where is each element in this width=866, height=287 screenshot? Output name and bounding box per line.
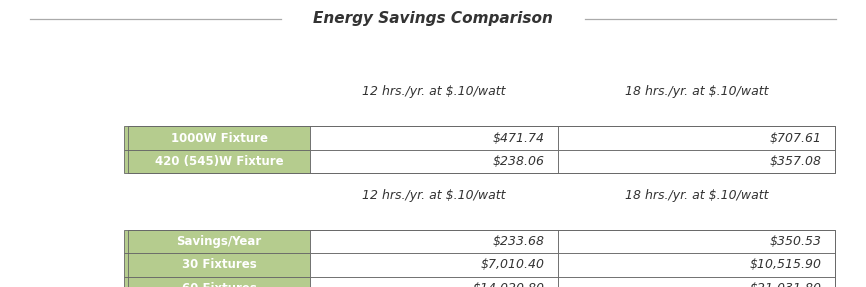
Bar: [310, 150, 558, 173]
Text: $14,020.80: $14,020.80: [473, 282, 545, 287]
Text: 420 (545)W Fixture: 420 (545)W Fixture: [155, 155, 283, 168]
Text: $10,515.90: $10,515.90: [750, 258, 822, 272]
Bar: [558, 150, 835, 173]
Bar: [124, 150, 310, 173]
Bar: [124, 126, 310, 150]
Text: 12 hrs./yr. at $.10/watt: 12 hrs./yr. at $.10/watt: [362, 85, 506, 98]
Bar: [128, 126, 835, 173]
Bar: [310, 253, 558, 277]
Text: $707.61: $707.61: [770, 131, 822, 145]
Text: $21,031.80: $21,031.80: [750, 282, 822, 287]
Bar: [124, 277, 310, 287]
Text: Energy Savings Comparison: Energy Savings Comparison: [313, 11, 553, 26]
Text: 18 hrs./yr. at $.10/watt: 18 hrs./yr. at $.10/watt: [624, 189, 768, 202]
Text: 1000W Fixture: 1000W Fixture: [171, 131, 268, 145]
Bar: [124, 230, 310, 253]
Text: Savings/Year: Savings/Year: [177, 235, 262, 248]
Text: 18 hrs./yr. at $.10/watt: 18 hrs./yr. at $.10/watt: [624, 85, 768, 98]
Text: 12 hrs./yr. at $.10/watt: 12 hrs./yr. at $.10/watt: [362, 189, 506, 202]
Bar: [558, 277, 835, 287]
Bar: [310, 126, 558, 150]
Text: $350.53: $350.53: [770, 235, 822, 248]
Text: $471.74: $471.74: [493, 131, 545, 145]
Bar: [558, 230, 835, 253]
Bar: [558, 126, 835, 150]
Text: $357.08: $357.08: [770, 155, 822, 168]
Text: 30 Fixtures: 30 Fixtures: [182, 258, 256, 272]
Bar: [310, 277, 558, 287]
Text: $7,010.40: $7,010.40: [481, 258, 545, 272]
Bar: [558, 253, 835, 277]
Bar: [128, 230, 835, 287]
Bar: [310, 230, 558, 253]
Text: $233.68: $233.68: [493, 235, 545, 248]
Text: $238.06: $238.06: [493, 155, 545, 168]
Text: 60 Fixtures: 60 Fixtures: [182, 282, 256, 287]
Bar: [124, 253, 310, 277]
